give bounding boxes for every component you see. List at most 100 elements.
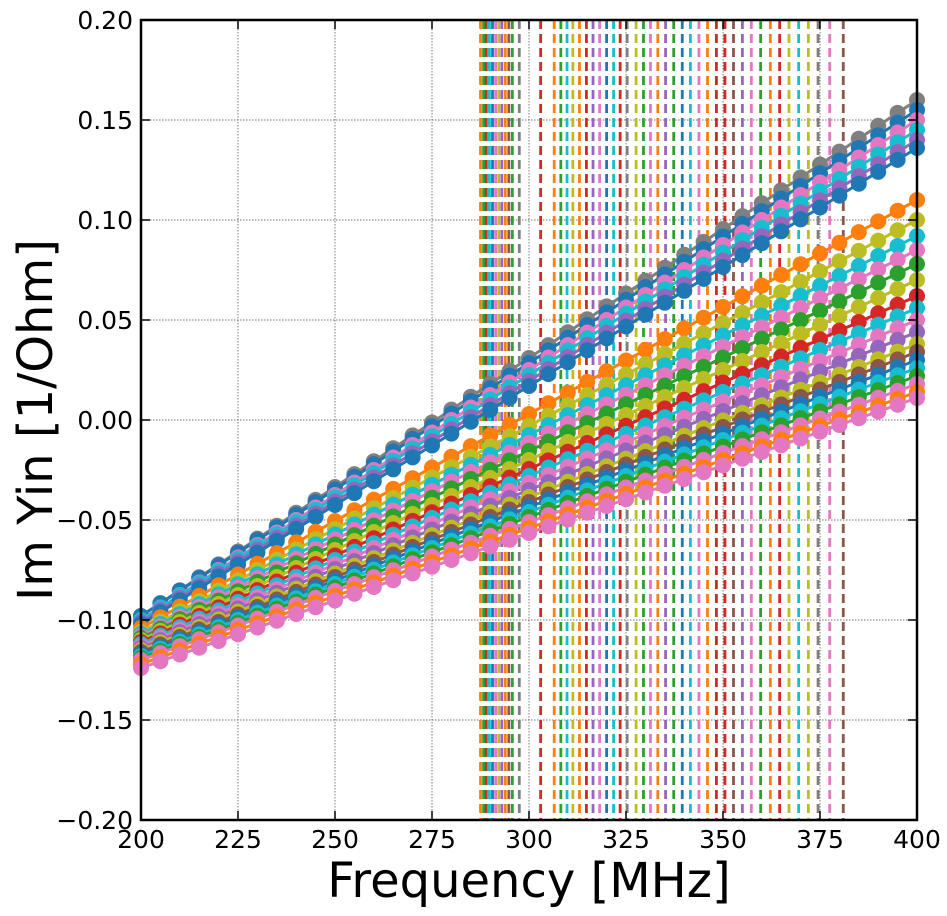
- series-point: [792, 273, 809, 290]
- series-point: [870, 403, 887, 420]
- series-point: [850, 410, 867, 427]
- series-point: [695, 358, 712, 375]
- series-point: [715, 362, 731, 378]
- series-point: [346, 485, 363, 502]
- series-point: [831, 253, 848, 270]
- data-series: [133, 92, 925, 676]
- series-point: [812, 302, 828, 319]
- series-point: [715, 457, 731, 474]
- series-point: [753, 307, 770, 324]
- series-point: [656, 377, 673, 394]
- series-point: [870, 247, 887, 264]
- series-point: [521, 406, 537, 422]
- x-tick-label: 250: [311, 825, 359, 854]
- series-point: [501, 389, 518, 406]
- series-point: [676, 335, 693, 352]
- series-point: [637, 386, 654, 403]
- series-point: [695, 325, 712, 342]
- series-point: [850, 336, 867, 353]
- series-point: [715, 259, 731, 275]
- series-point: [850, 299, 867, 315]
- series-point: [385, 461, 402, 478]
- series-point: [210, 633, 227, 649]
- series-point: [870, 261, 887, 278]
- series-point: [870, 290, 887, 306]
- series-point: [676, 282, 693, 299]
- series-point: [540, 395, 557, 412]
- series-point: [753, 319, 770, 336]
- series-point: [443, 552, 460, 568]
- series-point: [327, 497, 343, 513]
- series-point: [715, 299, 731, 315]
- series-point: [715, 349, 731, 366]
- series-point: [773, 284, 790, 301]
- series-point: [870, 213, 887, 230]
- series-point: [424, 558, 440, 575]
- x-tick-label: 375: [796, 825, 844, 854]
- series-point: [637, 484, 654, 501]
- series-point: [618, 318, 634, 335]
- series-point: [424, 437, 440, 454]
- series-point: [637, 356, 654, 373]
- series-point: [773, 266, 790, 283]
- series-point: [734, 247, 751, 264]
- series-point: [579, 504, 596, 521]
- series-point: [850, 284, 867, 301]
- y-tick-label: −0.10: [56, 606, 133, 635]
- series-point: [540, 518, 557, 535]
- series-point: [715, 315, 731, 331]
- series-point: [656, 345, 673, 362]
- series-point: [695, 371, 712, 387]
- series-point: [792, 299, 809, 316]
- series-point: [695, 270, 712, 287]
- series-point: [753, 330, 770, 347]
- series-point: [501, 416, 518, 433]
- y-tick-label: 0.05: [77, 306, 133, 335]
- series-point: [870, 274, 887, 291]
- y-tick-label: −0.15: [56, 706, 133, 735]
- series-point: [889, 237, 906, 254]
- x-tick-label: 350: [699, 825, 747, 854]
- series-point: [656, 294, 673, 311]
- series-point: [637, 306, 654, 323]
- series-point: [773, 321, 790, 338]
- series-point: [753, 277, 770, 294]
- series-point: [676, 380, 693, 396]
- series-point: [637, 341, 654, 358]
- series-point: [850, 175, 867, 192]
- series-point: [482, 427, 499, 444]
- series-point: [792, 326, 809, 342]
- series-point: [676, 471, 693, 487]
- series-point: [307, 508, 324, 525]
- series-point: [346, 585, 363, 602]
- series-point: [812, 199, 828, 216]
- series-point: [171, 646, 188, 663]
- y-tick-label: 0.20: [77, 6, 133, 35]
- x-tick-label: 225: [214, 825, 262, 854]
- series-point: [889, 396, 906, 413]
- series-point: [753, 294, 770, 311]
- series-point: [889, 202, 906, 219]
- axis-ticks: 200 225 250 275 300 325 350 375 400 −0.20 −0.15 −0.…: [56, 6, 940, 854]
- y-tick-label: −0.20: [56, 806, 133, 835]
- series-point: [812, 423, 828, 440]
- series-point: [501, 531, 518, 548]
- series-point: [850, 270, 867, 287]
- series-point: [327, 592, 343, 609]
- series-point: [152, 653, 169, 670]
- series-point: [579, 373, 596, 390]
- series-point: [559, 511, 576, 528]
- series-point: [753, 235, 770, 252]
- series-point: [850, 325, 867, 342]
- series-point: [365, 473, 382, 490]
- series-point: [889, 308, 906, 325]
- series-point: [579, 342, 596, 359]
- series-point: [870, 316, 887, 333]
- series-point: [288, 520, 305, 537]
- x-tick-label: 275: [408, 825, 456, 854]
- series-point: [365, 579, 382, 595]
- series-point: [249, 619, 266, 636]
- series-point: [734, 288, 751, 305]
- series-point: [850, 224, 867, 241]
- series-point: [656, 331, 673, 348]
